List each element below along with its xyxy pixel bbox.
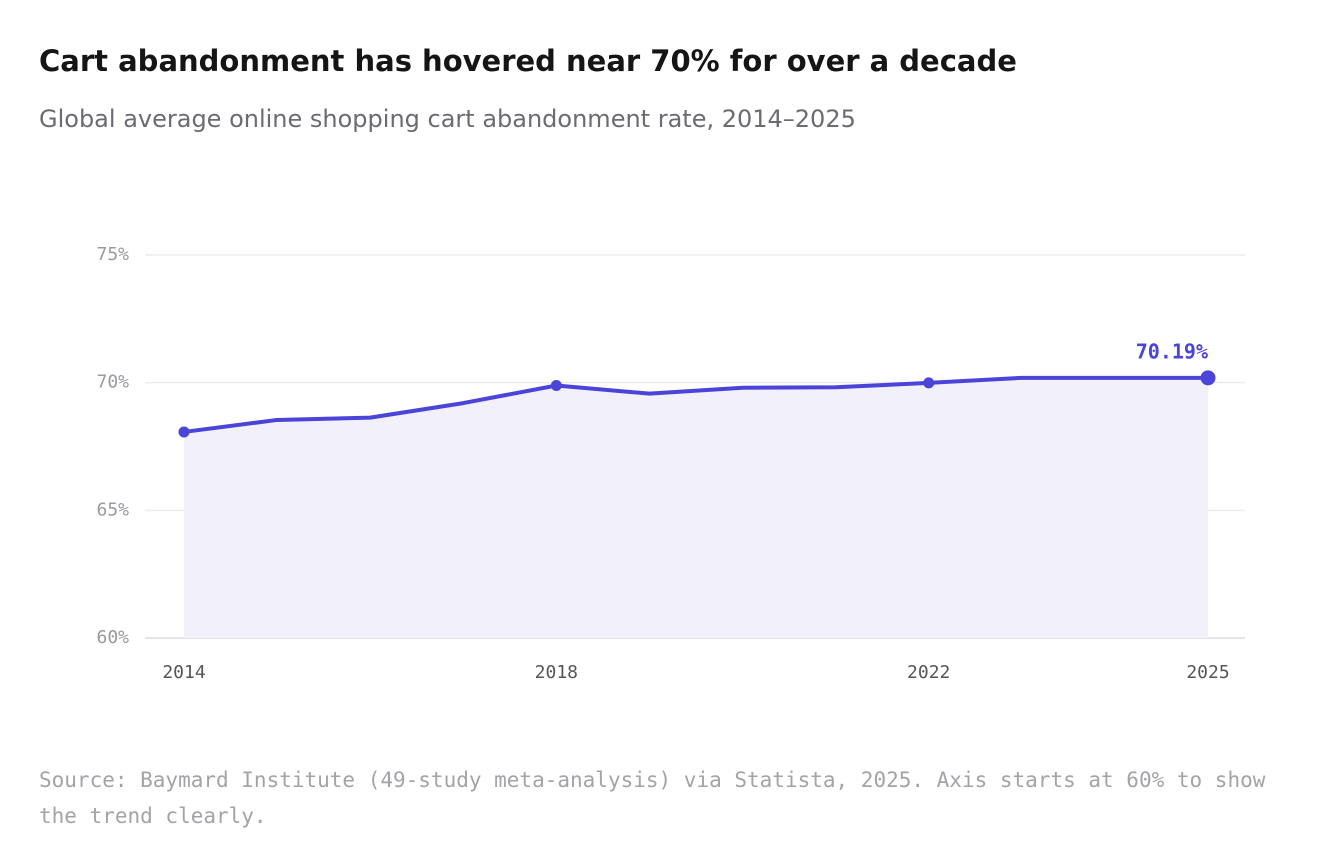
point: [1200, 370, 1216, 386]
x-tick-label: 2025: [1186, 662, 1229, 683]
chart-subtitle: Global average online shopping cart aban…: [39, 105, 856, 133]
line: [183, 375, 1208, 434]
y-tick-label: 60%: [96, 627, 129, 648]
point: [923, 377, 935, 389]
y-tick-label: 70%: [96, 372, 129, 393]
area: [184, 377, 1208, 638]
point: [550, 379, 562, 391]
x-tick-label: 2018: [535, 662, 578, 683]
y-tick-label: 65%: [96, 499, 129, 520]
value-label: 70.19%: [1136, 339, 1208, 363]
x-tick-label: 2014: [162, 662, 205, 683]
source-note: Source: Baymard Institute (49-study meta…: [39, 768, 1266, 828]
point: [178, 426, 190, 438]
chart-title: Cart abandonment has hovered near 70% fo…: [39, 44, 1017, 78]
x-tick-label: 2022: [907, 662, 950, 683]
y-tick-label: 75%: [96, 244, 129, 265]
